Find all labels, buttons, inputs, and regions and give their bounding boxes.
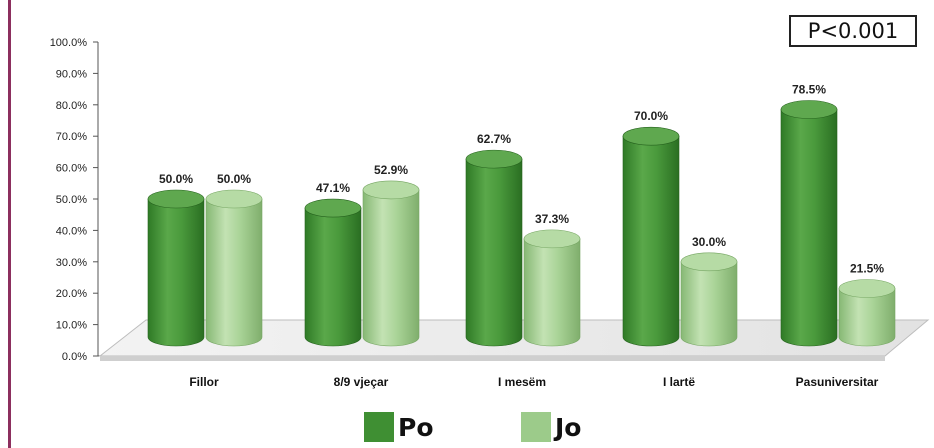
- legend-swatch-jo: [521, 412, 551, 442]
- bar-top-jo-2: [523, 229, 581, 249]
- bar-po-4: [780, 109, 838, 347]
- data-label-jo-0: 50.0%: [217, 172, 251, 186]
- x-category-label: I mesëm: [498, 375, 546, 389]
- y-tick-label: 60.0%: [56, 163, 87, 175]
- bar-top-po-2: [465, 149, 523, 169]
- legend-swatch-po: [364, 412, 394, 442]
- data-label-jo-2: 37.3%: [535, 212, 569, 226]
- data-label-po-3: 70.0%: [634, 109, 668, 123]
- y-tick-label: 20.0%: [56, 288, 87, 300]
- x-category-label: 8/9 vjeçar: [334, 375, 389, 389]
- bar-po-3: [622, 135, 680, 347]
- bar-top-jo-4: [838, 279, 896, 298]
- legend-item-jo: Jo: [521, 412, 581, 442]
- bar-jo-0: [205, 198, 263, 347]
- y-tick-label: 0.0%: [62, 351, 87, 363]
- y-tick-label: 10.0%: [56, 320, 87, 332]
- bar-jo-3: [680, 261, 738, 347]
- data-label-po-0: 50.0%: [159, 172, 193, 186]
- y-tick-label: 90.0%: [56, 68, 87, 80]
- x-category-label: Fillor: [189, 375, 219, 389]
- y-tick-label: 40.0%: [56, 225, 87, 237]
- chart-floor-edge: [100, 356, 885, 361]
- bar-po-0: [147, 198, 205, 347]
- data-label-jo-4: 21.5%: [850, 261, 884, 275]
- legend-label-po: Po: [398, 412, 434, 442]
- bar-jo-1: [362, 189, 420, 347]
- y-tick-label: 100.0%: [50, 37, 88, 49]
- left-border-line: [8, 0, 11, 448]
- y-tick-label: 70.0%: [56, 131, 87, 143]
- bar-po-2: [465, 158, 523, 347]
- legend-item-po: Po: [364, 412, 434, 442]
- y-tick-label: 80.0%: [56, 100, 87, 112]
- data-label-jo-3: 30.0%: [692, 235, 726, 249]
- bar-top-po-3: [622, 126, 680, 146]
- bar-jo-2: [523, 238, 581, 347]
- legend-label-jo: Jo: [555, 412, 582, 442]
- bar-top-jo-1: [362, 180, 420, 200]
- bar-po-1: [304, 207, 362, 347]
- data-label-po-4: 78.5%: [792, 83, 826, 97]
- y-tick-label: 30.0%: [56, 257, 87, 269]
- bar-top-po-0: [147, 189, 205, 209]
- bar-top-po-4: [780, 100, 838, 119]
- y-tick-label: 50.0%: [56, 194, 87, 206]
- data-label-po-1: 47.1%: [316, 181, 350, 195]
- p-value-annotation: P<0.001: [789, 15, 917, 47]
- x-category-label: Pasuniversitar: [796, 375, 879, 389]
- bar-top-jo-0: [205, 189, 263, 209]
- bar-top-po-1: [304, 198, 362, 218]
- data-label-jo-1: 52.9%: [374, 163, 408, 177]
- bar-top-jo-3: [680, 252, 738, 272]
- data-label-po-2: 62.7%: [477, 132, 511, 146]
- bar-jo-4: [838, 288, 896, 347]
- x-category-label: I lartë: [663, 375, 695, 389]
